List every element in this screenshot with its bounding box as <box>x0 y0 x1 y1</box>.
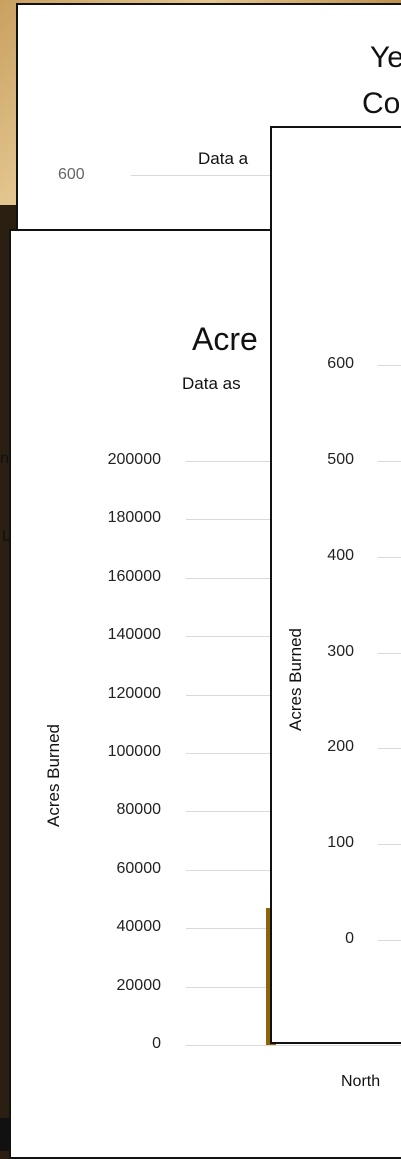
y-tick-label: 80000 <box>116 801 162 819</box>
side-letter: L <box>2 528 11 545</box>
gridline <box>378 365 401 366</box>
y-tick-label: 200000 <box>107 451 161 468</box>
chart-subtitle: Data as <box>182 374 241 393</box>
chart-title: Ye <box>370 41 401 74</box>
gridline <box>378 652 401 654</box>
x-tick-label: North <box>341 1073 381 1090</box>
y-tick-label: 600 <box>327 355 354 372</box>
y-tick-label: 160000 <box>107 567 161 585</box>
gridline <box>378 556 401 558</box>
y-tick-label: 40000 <box>116 918 162 936</box>
gridline <box>378 940 401 941</box>
y-tick-label: 400 <box>327 546 354 564</box>
y-tick-label: 20000 <box>116 976 162 994</box>
gridline <box>186 1045 401 1046</box>
chart-window-back[interactable]: Ye Co Data a 600 <box>16 3 401 238</box>
chart-title: Acre <box>192 321 258 357</box>
y-tick-label: 100 <box>327 834 354 852</box>
gridline <box>378 844 401 846</box>
y-tick-label: 0 <box>345 930 354 947</box>
y-tick-label: 60000 <box>116 859 162 877</box>
y-tick-label: 120000 <box>107 684 161 702</box>
y-tick-label: 200 <box>327 738 354 756</box>
gridline <box>131 175 281 176</box>
chart-subtitle: Data a <box>198 149 249 168</box>
y-tick-label: 140000 <box>107 626 161 644</box>
gridline <box>378 748 401 750</box>
y-tick-label: 600 <box>58 166 85 183</box>
y-tick-label: 100000 <box>107 743 161 760</box>
chart-window-front[interactable]: Acres Burned 0 100 200 300 400 500 600 <box>270 126 401 1044</box>
y-tick-label: 500 <box>327 450 354 468</box>
y-tick-label: 180000 <box>107 509 161 527</box>
gridline <box>378 460 401 462</box>
y-tick-label: 0 <box>152 1035 161 1052</box>
y-tick-label: 300 <box>327 642 354 660</box>
chart-title-line2: Co <box>362 87 401 120</box>
side-letter: n <box>0 450 9 467</box>
